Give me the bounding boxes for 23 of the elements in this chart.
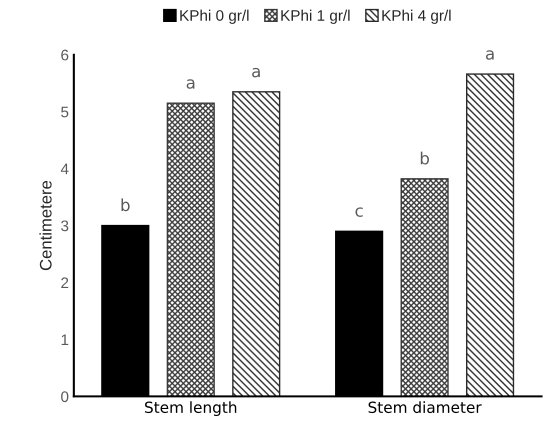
x-tick-label: Stem diameter xyxy=(368,401,482,414)
x-tick-label: Stem length xyxy=(145,401,236,416)
annotation: c xyxy=(355,207,363,217)
bar xyxy=(400,178,449,396)
bar xyxy=(466,73,514,396)
annotation: a xyxy=(186,79,194,89)
annotation: a xyxy=(486,50,494,60)
y-tick-label: 0 xyxy=(61,391,68,402)
y-tick-label: 2 xyxy=(61,277,68,288)
legend-label: KPhi 1 gr/l xyxy=(281,10,350,24)
bar xyxy=(166,102,215,396)
y-tick-label: 5 xyxy=(61,106,68,118)
annotation: b xyxy=(122,198,130,212)
bar xyxy=(232,91,280,396)
annotation: b xyxy=(420,152,429,165)
y-tick-label: 6 xyxy=(61,50,68,60)
y-tick-label: 3 xyxy=(61,220,68,232)
y-tick-label: 1 xyxy=(62,334,68,345)
y-tick-label: 4 xyxy=(60,164,69,174)
legend-label: KPhi 0 gr/l xyxy=(180,10,249,24)
legend-label: KPhi 4 gr/l xyxy=(382,10,451,24)
y-axis-title: Centimetere xyxy=(39,180,52,270)
annotation: a xyxy=(252,68,260,78)
